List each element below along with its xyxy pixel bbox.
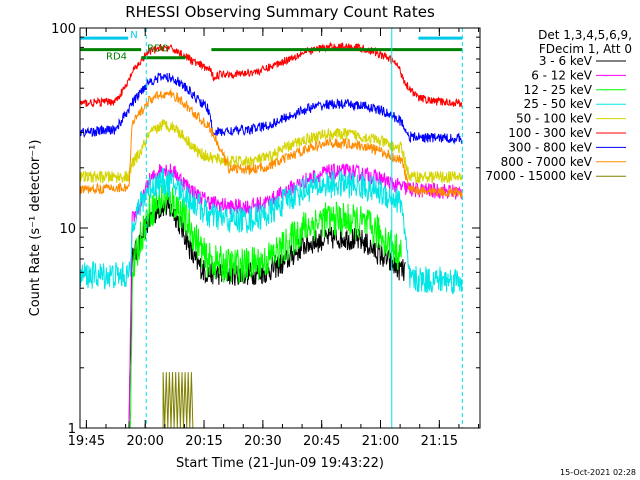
series-line-8 [162,372,194,429]
series-line-7 [79,88,463,198]
x-tick-label: 21:00 [362,434,399,449]
legend-entry-label: 7000 - 15000 keV [485,169,592,183]
legend-entry-label: 800 - 7000 keV [501,155,593,169]
series-line-6 [79,72,463,145]
series-line-5 [79,41,463,108]
x-tick-label: 20:30 [244,434,281,449]
x-axis-label: Start Time (21-Jun-09 19:43:22) [176,456,384,471]
y-tick-label: 10 [59,222,76,237]
legend-entry-label: 25 - 50 keV [524,97,593,111]
legend-header: FDecim 1, Att 0 [539,42,632,56]
y-tick-label: 100 [51,22,76,37]
timestamp: 15-Oct-2021 02:28 [560,468,636,477]
x-tick-label: 19:45 [68,434,105,449]
x-tick-label: 20:15 [185,434,222,449]
chart-title: RHESSI Observing Summary Count Rates [125,3,435,21]
series-layer [79,41,463,429]
y-tick-label: 1 [68,422,76,437]
flag-label-3: N [130,30,137,41]
legend-entry-label: 6 - 12 keV [531,68,593,82]
axes-layer: 19:45 20:00 20:15 20:30 20:45 21:00 21:15 1 10 10… [51,22,481,449]
series-line-3 [79,167,463,295]
x-tick-label: 21:15 [421,434,458,449]
legend-header: Det 1,3,4,5,6,9, [538,28,632,42]
legend-entry-label: 300 - 800 keV [508,140,592,154]
series-line-2 [129,184,402,429]
x-tick-label: 20:00 [126,434,163,449]
y-axis-label: Count Rate (s⁻¹ detector⁻¹) [28,140,43,317]
legend-entry-label: 50 - 100 keV [516,112,593,126]
legend: Det 1,3,4,5,6,9,FDecim 1, Att 03 - 6 keV… [485,28,632,183]
legend-entry-label: 100 - 300 keV [508,126,592,140]
legend-entry-label: 12 - 25 keV [524,83,593,97]
flag-label-1: RD0 [147,44,168,55]
legend-entry-label: 3 - 6 keV [539,54,593,68]
flag-label-0: RD4 [106,52,127,63]
x-tick-label: 20:45 [303,434,340,449]
series-line-4 [79,119,463,184]
overlay-layer: RD4 RD0 N [79,28,463,428]
